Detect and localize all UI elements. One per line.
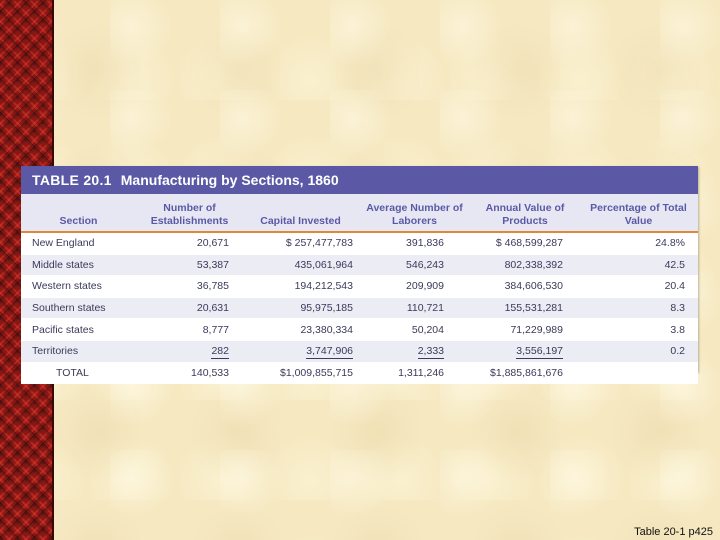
table-row: Pacific states 8,777 23,380,334 50,204 7… [21,318,698,341]
cell-laborers: 2,333 [358,340,471,363]
cell-laborers: 50,204 [358,318,471,341]
cell-establishments: 20,631 [136,297,243,320]
cell-annual-value: $ 468,599,287 [471,232,579,255]
cell-section: Middle states [21,254,136,277]
cell-total-annual-value: $1,885,861,676 [471,362,579,385]
cell-establishments: 8,777 [136,318,243,341]
cell-percentage: 8.3 [579,297,698,320]
cell-laborers: 546,243 [358,254,471,277]
header-section: Section [21,194,136,233]
cell-annual-value: 384,606,530 [471,275,579,298]
cell-capital: 435,061,964 [243,254,358,277]
cell-capital: $ 257,477,783 [243,232,358,255]
cell-capital: 95,975,185 [243,297,358,320]
cell-percentage: 3.8 [579,318,698,341]
cell-capital: 3,747,906 [243,340,358,363]
cell-establishments-value: 282 [211,345,229,360]
header-capital: Capital Invested [243,194,358,233]
table-number: TABLE 20.1 [32,172,112,188]
table-title-bar: TABLE 20.1 Manufacturing by Sections, 18… [21,166,698,194]
cell-establishments: 20,671 [136,232,243,255]
cell-capital: 23,380,334 [243,318,358,341]
table-total-row: TOTAL 140,533 $1,009,855,715 1,311,246 $… [21,362,698,385]
cell-laborers: 110,721 [358,297,471,320]
cell-percentage: 20.4 [579,275,698,298]
manufacturing-table: Section Number of Establishments Capital… [21,194,698,385]
header-percentage: Percentage of Total Value [579,194,698,233]
cell-section: New England [21,232,136,255]
manufacturing-table-card: TABLE 20.1 Manufacturing by Sections, 18… [21,166,698,385]
cell-percentage: 0.2 [579,340,698,363]
cell-laborers-value: 2,333 [417,345,444,360]
cell-section: Western states [21,275,136,298]
header-laborers: Average Number of Laborers [358,194,471,233]
header-annual-value: Annual Value of Products [471,194,579,233]
cell-annual-value: 3,556,197 [471,340,579,363]
cell-capital: 194,212,543 [243,275,358,298]
cell-laborers: 209,909 [358,275,471,298]
table-title: Manufacturing by Sections, 1860 [120,172,339,188]
table-row: Western states 36,785 194,212,543 209,90… [21,275,698,298]
slide-caption: Table 20-1 p425 [634,526,713,538]
cell-annual-value: 155,531,281 [471,297,579,320]
table-row: New England 20,671 $ 257,477,783 391,836… [21,232,698,255]
header-establishments: Number of Establishments [136,194,243,233]
cell-percentage: 42.5 [579,254,698,277]
cell-establishments: 36,785 [136,275,243,298]
cell-establishments: 53,387 [136,254,243,277]
cell-section: Southern states [21,297,136,320]
cell-laborers: 391,836 [358,232,471,255]
cell-percentage: 24.8% [579,232,698,255]
table-row: Middle states 53,387 435,061,964 546,243… [21,254,698,277]
cell-annual-value: 802,338,392 [471,254,579,277]
table-row: Southern states 20,631 95,975,185 110,72… [21,297,698,320]
cell-section: Territories [21,340,136,363]
cell-total-establishments: 140,533 [136,362,243,385]
cell-total-percentage [579,362,698,385]
cell-establishments: 282 [136,340,243,363]
cell-total-capital: $1,009,855,715 [243,362,358,385]
table-header-row: Section Number of Establishments Capital… [21,194,698,233]
cell-total-label: TOTAL [21,362,136,385]
cell-annual-value-value: 3,556,197 [516,345,563,360]
cell-annual-value: 71,229,989 [471,318,579,341]
cell-section: Pacific states [21,318,136,341]
cell-total-laborers: 1,311,246 [358,362,471,385]
table-row: Territories 282 3,747,906 2,333 3,556,19… [21,340,698,363]
cell-capital-value: 3,747,906 [306,345,353,360]
